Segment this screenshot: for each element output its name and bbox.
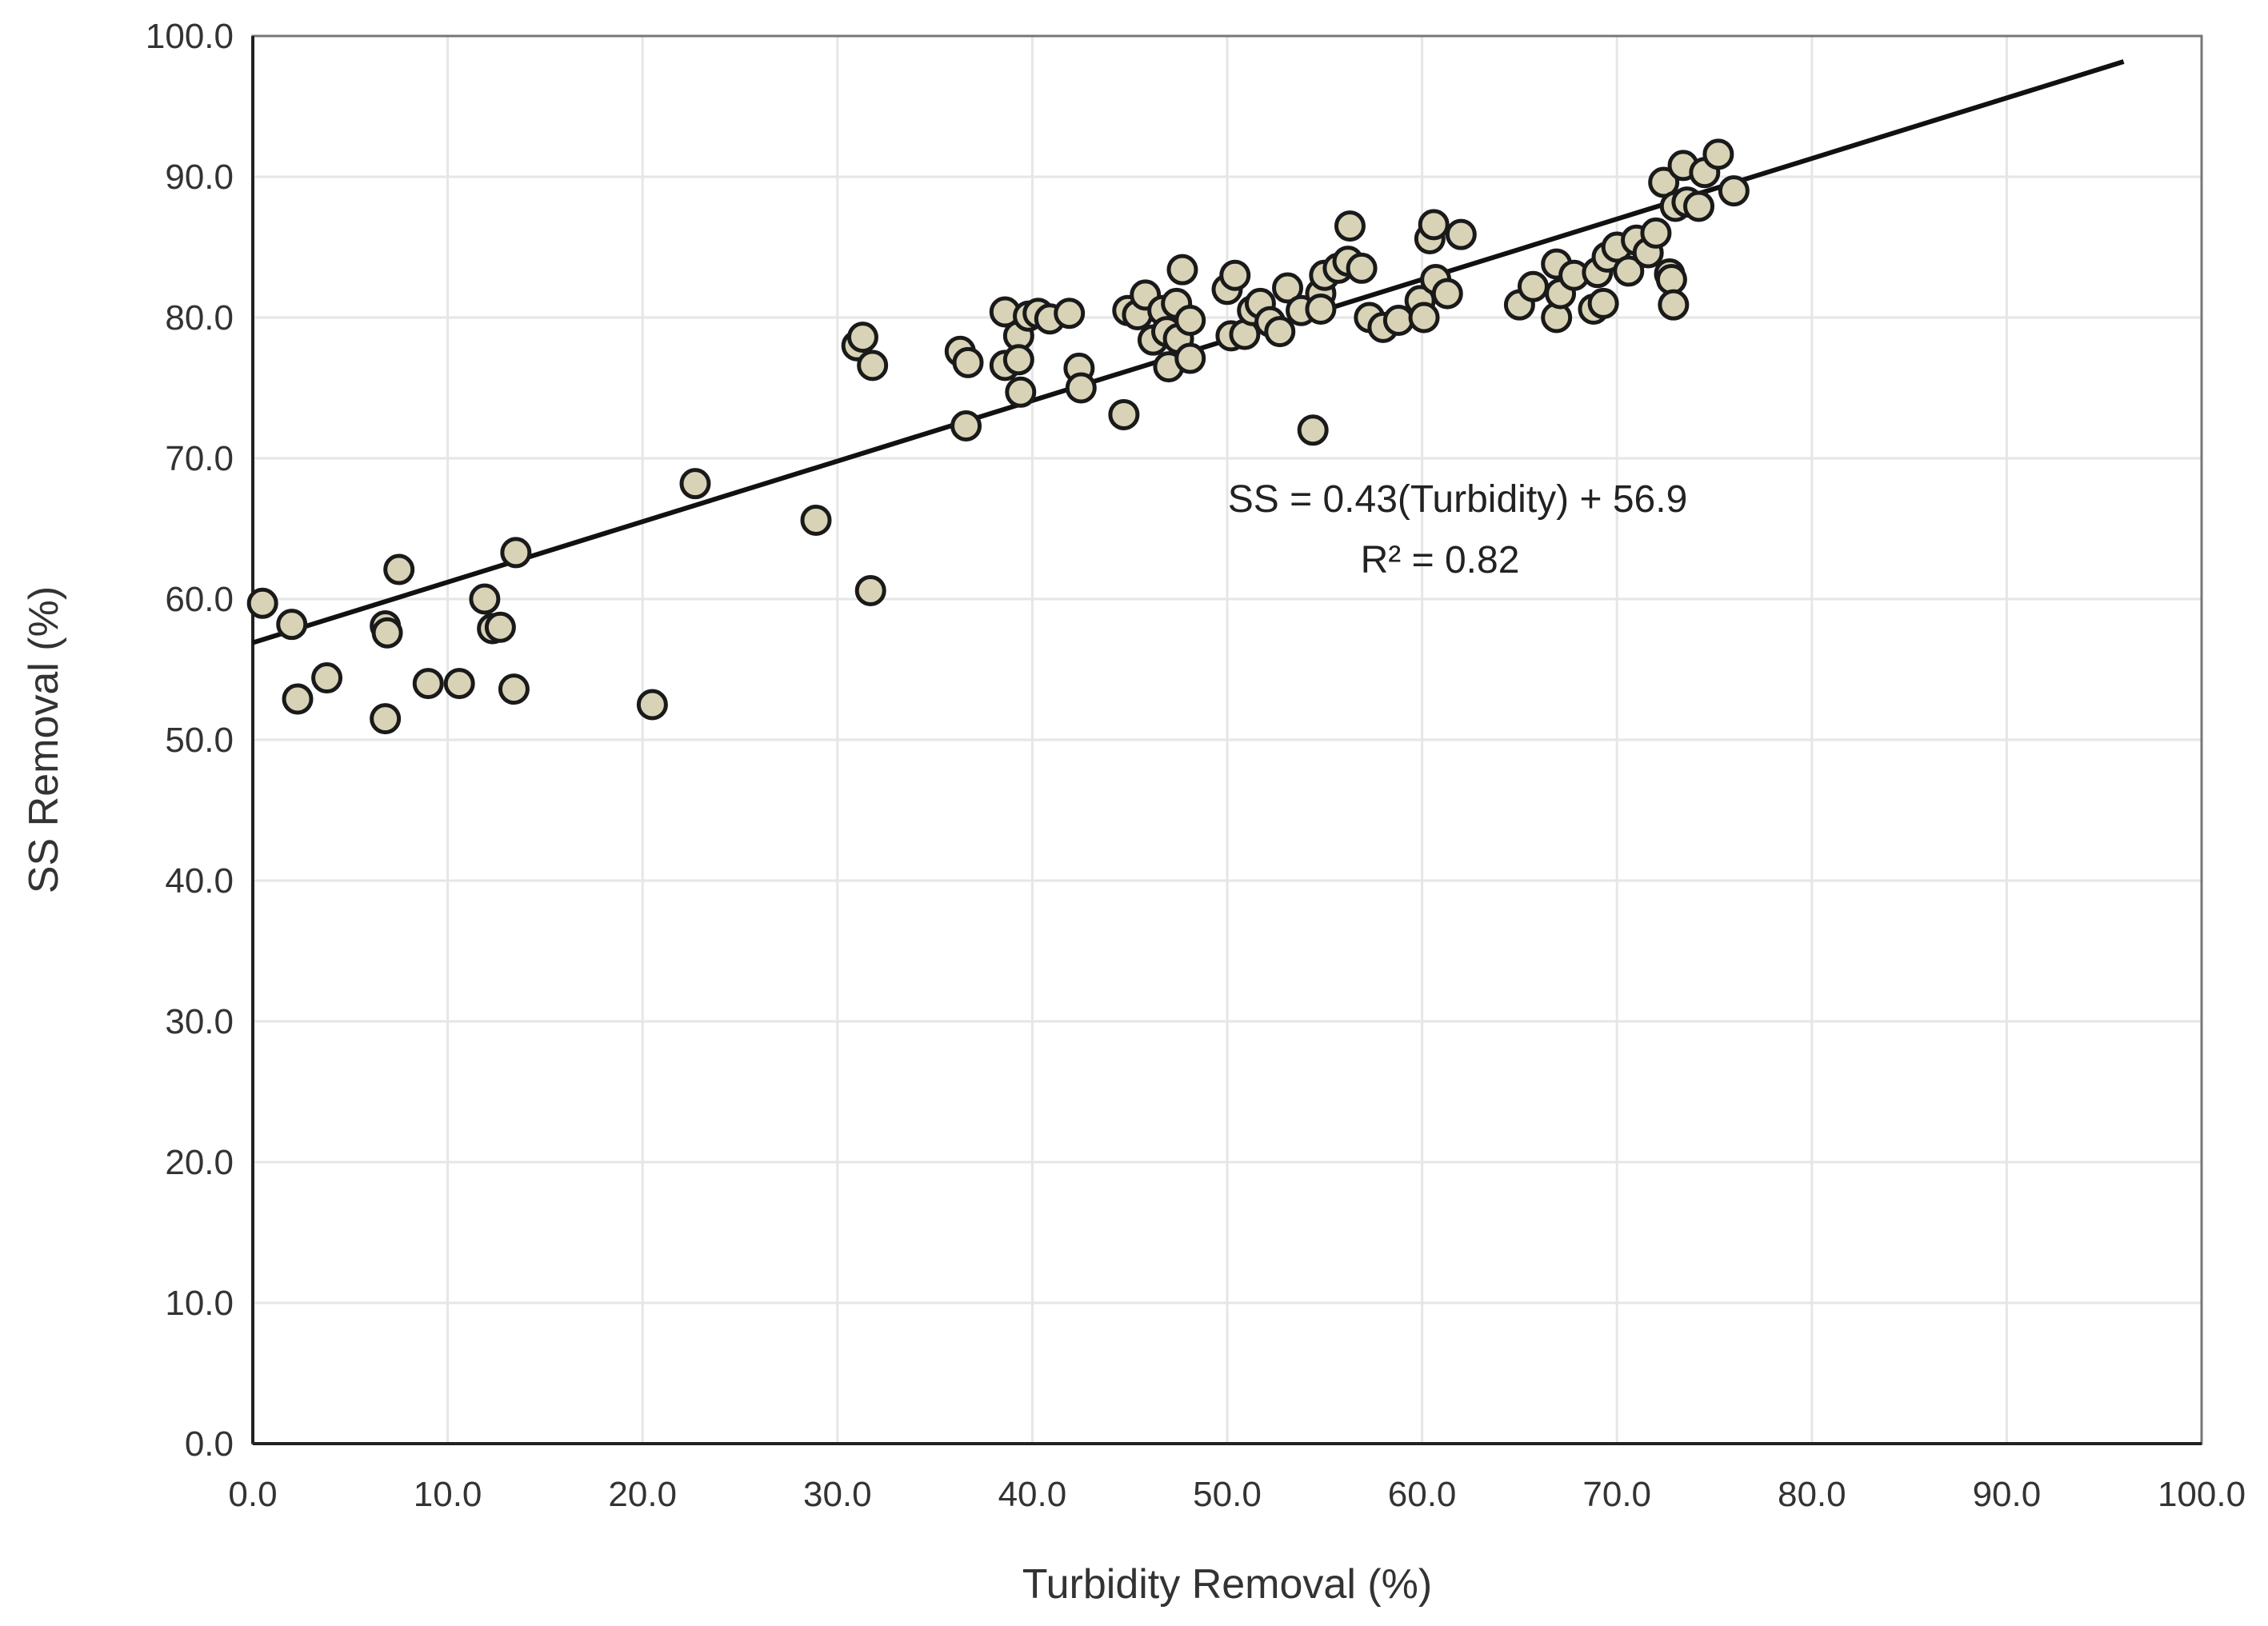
data-point bbox=[1297, 414, 1329, 446]
data-point bbox=[1648, 166, 1680, 198]
data-point bbox=[282, 683, 314, 715]
data-point bbox=[1264, 316, 1296, 348]
data-point bbox=[1517, 270, 1549, 302]
data-point bbox=[1272, 272, 1304, 304]
data-point bbox=[311, 662, 343, 694]
data-point bbox=[1408, 302, 1440, 334]
x-tick-label: 90.0 bbox=[1973, 1475, 2042, 1514]
data-point bbox=[1718, 175, 1750, 207]
data-point bbox=[1054, 298, 1086, 330]
y-tick-label: 40.0 bbox=[165, 861, 234, 901]
data-point bbox=[636, 689, 668, 721]
data-points bbox=[246, 138, 1750, 735]
x-tick-label: 60.0 bbox=[1388, 1475, 1457, 1514]
data-point bbox=[412, 668, 444, 700]
x-tick-label: 20.0 bbox=[608, 1475, 677, 1514]
data-point bbox=[1108, 398, 1140, 430]
x-tick-label: 70.0 bbox=[1582, 1475, 1651, 1514]
data-point bbox=[1346, 252, 1378, 284]
y-tick-label: 30.0 bbox=[165, 1002, 234, 1041]
data-point bbox=[1658, 289, 1690, 321]
y-tick-label: 70.0 bbox=[165, 439, 234, 478]
y-tick-labels: 0.0 10.0 20.0 30.0 40.0 50.0 60.0 70.0 80.0 90.0 1… bbox=[146, 17, 234, 1464]
data-point bbox=[500, 537, 532, 569]
data-point bbox=[1174, 342, 1206, 374]
x-tick-label: 10.0 bbox=[414, 1475, 482, 1514]
equation-annotation: SS = 0.43(Turbidity) + 56.9 bbox=[1228, 478, 1688, 521]
data-point bbox=[1445, 218, 1477, 250]
data-point bbox=[1587, 287, 1619, 319]
data-point bbox=[952, 346, 984, 378]
y-tick-label: 90.0 bbox=[165, 158, 234, 197]
x-axis-label: Turbidity Removal (%) bbox=[1022, 1561, 1432, 1608]
data-point bbox=[1005, 376, 1037, 408]
data-point bbox=[854, 574, 886, 606]
y-axis-label: SS Removal (%) bbox=[21, 586, 67, 893]
data-point bbox=[276, 609, 308, 641]
gridlines bbox=[253, 34, 2203, 1444]
data-point bbox=[1166, 254, 1198, 286]
data-point bbox=[1655, 263, 1687, 295]
data-point bbox=[1382, 305, 1414, 337]
data-point bbox=[846, 322, 878, 354]
x-tick-label: 30.0 bbox=[803, 1475, 872, 1514]
data-point bbox=[1418, 209, 1450, 241]
data-point bbox=[1305, 293, 1337, 325]
data-point bbox=[443, 668, 475, 700]
r-squared-annotation: R² = 0.82 bbox=[1361, 539, 1520, 581]
x-tick-label: 0.0 bbox=[228, 1475, 277, 1514]
data-point bbox=[1431, 278, 1463, 310]
axes bbox=[251, 34, 2203, 1445]
data-point bbox=[1640, 217, 1672, 249]
data-point bbox=[383, 553, 415, 585]
x-tick-label: 40.0 bbox=[998, 1475, 1067, 1514]
data-point bbox=[484, 611, 516, 643]
data-point bbox=[1334, 210, 1366, 242]
y-tick-label: 100.0 bbox=[146, 17, 234, 56]
y-tick-label: 0.0 bbox=[185, 1424, 234, 1464]
y-tick-label: 50.0 bbox=[165, 721, 234, 760]
data-point bbox=[1683, 190, 1715, 222]
y-tick-label: 10.0 bbox=[165, 1284, 234, 1323]
data-point bbox=[950, 410, 982, 442]
data-point bbox=[246, 587, 278, 619]
x-tick-label: 100.0 bbox=[2158, 1475, 2246, 1514]
data-point bbox=[371, 617, 403, 649]
data-point bbox=[1174, 305, 1206, 337]
x-tick-labels: 0.0 10.0 20.0 30.0 40.0 50.0 60.0 70.0 80.0 90.0 1… bbox=[228, 1475, 2246, 1514]
data-point bbox=[1219, 259, 1251, 291]
data-point bbox=[1613, 255, 1645, 287]
data-point bbox=[1702, 138, 1734, 170]
data-point bbox=[498, 673, 530, 705]
y-tick-label: 20.0 bbox=[165, 1143, 234, 1182]
x-tick-label: 80.0 bbox=[1778, 1475, 1846, 1514]
data-point bbox=[370, 703, 402, 735]
data-point bbox=[800, 504, 832, 536]
y-tick-label: 80.0 bbox=[165, 298, 234, 338]
y-tick-label: 60.0 bbox=[165, 580, 234, 619]
data-point bbox=[857, 350, 889, 382]
data-point bbox=[1065, 372, 1097, 404]
data-point bbox=[679, 468, 711, 500]
data-point bbox=[1002, 344, 1034, 376]
x-tick-label: 50.0 bbox=[1193, 1475, 1262, 1514]
data-point bbox=[469, 583, 501, 615]
